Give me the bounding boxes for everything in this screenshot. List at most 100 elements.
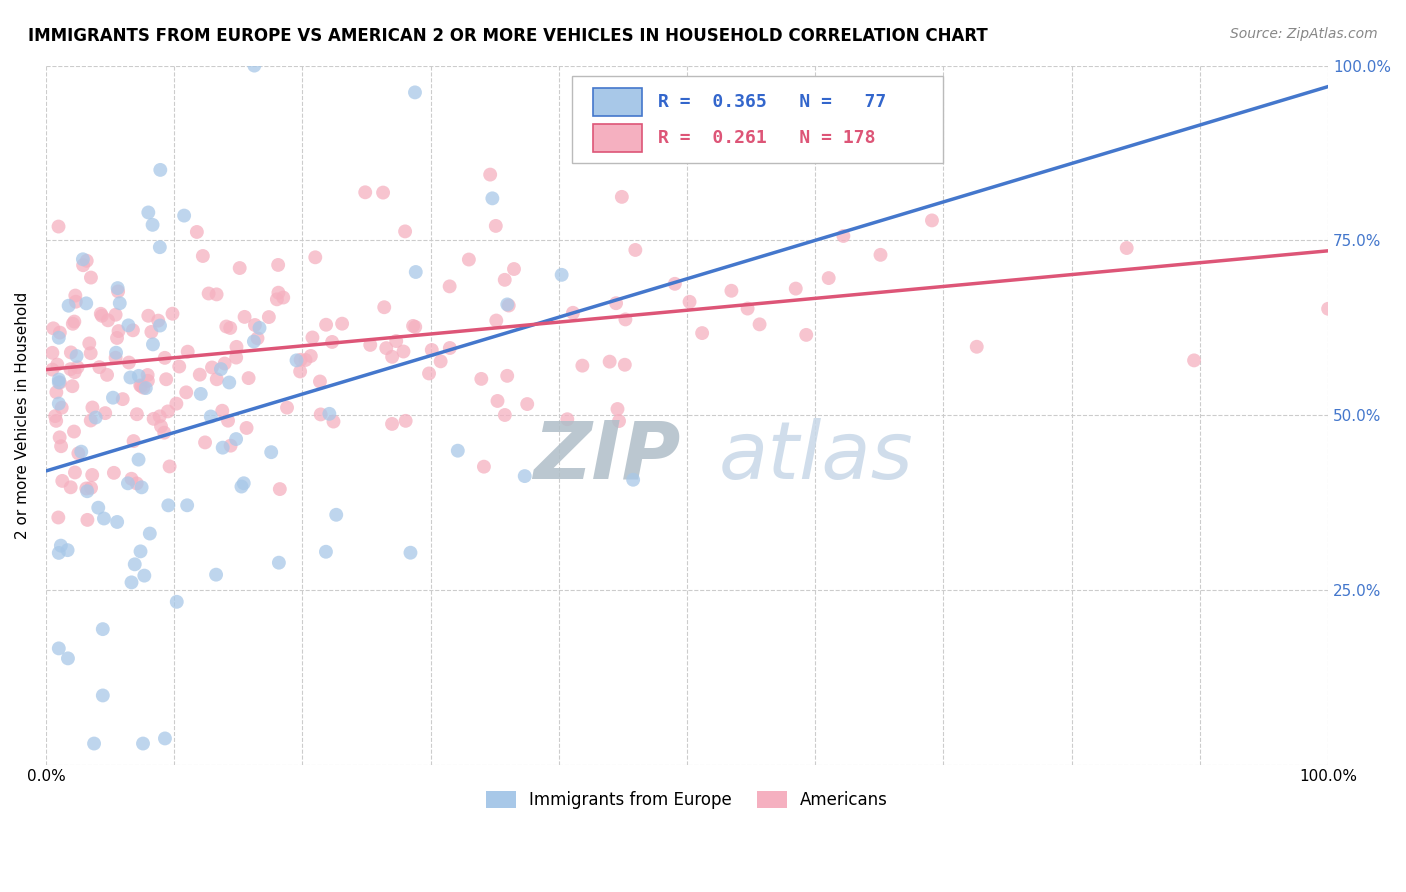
Point (96, 368, 118, 382)
Point (65, 349, 87, 363)
Point (121, 575, 143, 590)
Point (63, 365, 86, 379)
Point (174, 385, 197, 400)
Point (550, 268, 572, 282)
Point (599, 354, 621, 368)
Point (42, 321, 65, 335)
Point (211, 441, 233, 455)
Point (381, 350, 404, 364)
Point (479, 168, 502, 182)
Point (664, 277, 686, 291)
Point (613, 358, 636, 372)
Point (49, 376, 72, 390)
Point (267, 556, 290, 570)
Point (120, 370, 142, 384)
Point (201, 360, 224, 375)
Point (561, 306, 583, 320)
Point (219, 321, 242, 335)
Point (392, 344, 415, 359)
Point (157, 499, 180, 513)
Point (48, 396, 70, 410)
Point (209, 362, 232, 376)
Point (148, 313, 170, 327)
Point (63, 466, 86, 480)
Point (494, 408, 516, 422)
Text: ZIP: ZIP (533, 418, 681, 496)
Point (457, 252, 479, 267)
Point (420, 343, 443, 357)
Point (72, 252, 94, 267)
Point (405, 265, 427, 279)
Point (243, 59, 266, 73)
Point (614, 312, 637, 326)
Point (63, 314, 86, 328)
Point (249, 321, 271, 335)
Point (49, 539, 72, 553)
Point (153, 731, 176, 746)
Point (91, 622, 114, 636)
Point (82, 401, 104, 415)
Point (238, 371, 260, 385)
Point (690, 326, 713, 340)
Point (486, 394, 509, 409)
Point (93, 511, 115, 525)
Y-axis label: 2 or more Vehicles in Household: 2 or more Vehicles in Household (15, 292, 30, 539)
Point (153, 425, 176, 440)
Point (75, 296, 97, 310)
Legend: Immigrants from Europe, Americans: Immigrants from Europe, Americans (479, 784, 894, 815)
Point (48, 219, 70, 234)
Point (129, 544, 152, 558)
Point (149, 318, 172, 333)
Point (375, 341, 398, 355)
Point (105, 345, 128, 359)
FancyBboxPatch shape (593, 88, 643, 116)
Point (330, 317, 353, 331)
Point (107, 324, 129, 338)
Point (267, 285, 290, 300)
Point (200, 409, 222, 424)
Point (225, 432, 247, 446)
Point (165, 397, 187, 411)
Point (498, 299, 520, 313)
Point (194, 435, 217, 450)
Point (394, 224, 416, 238)
Point (48, 372, 70, 386)
Point (404, 320, 426, 334)
Point (439, 279, 461, 293)
Point (111, 392, 134, 406)
Point (56, 543, 79, 558)
Point (80, 481, 103, 495)
Point (218, 376, 240, 390)
Point (76, 484, 98, 499)
Point (41, 346, 63, 360)
Point (128, 452, 150, 467)
Point (90, 309, 112, 323)
Point (496, 368, 519, 383)
Point (107, 285, 129, 299)
Point (46, 510, 69, 524)
Point (678, 294, 700, 309)
Point (470, 372, 492, 386)
Point (103, 466, 125, 480)
Point (173, 209, 195, 223)
Point (136, 205, 159, 219)
Point (60, 379, 83, 393)
Point (45, 414, 67, 428)
Point (128, 368, 150, 383)
Point (966, 340, 988, 354)
Point (108, 296, 131, 310)
Text: R =  0.365   N =   77: R = 0.365 N = 77 (658, 93, 886, 111)
Point (156, 404, 179, 418)
Point (503, 262, 526, 277)
Point (215, 319, 238, 334)
Point (79, 336, 101, 351)
Text: atlas: atlas (718, 418, 914, 496)
Point (271, 291, 294, 305)
Point (142, 337, 165, 351)
Point (288, 364, 311, 378)
Point (136, 368, 159, 382)
Point (188, 368, 211, 382)
Point (485, 313, 508, 327)
Point (176, 498, 198, 512)
Point (177, 344, 200, 359)
